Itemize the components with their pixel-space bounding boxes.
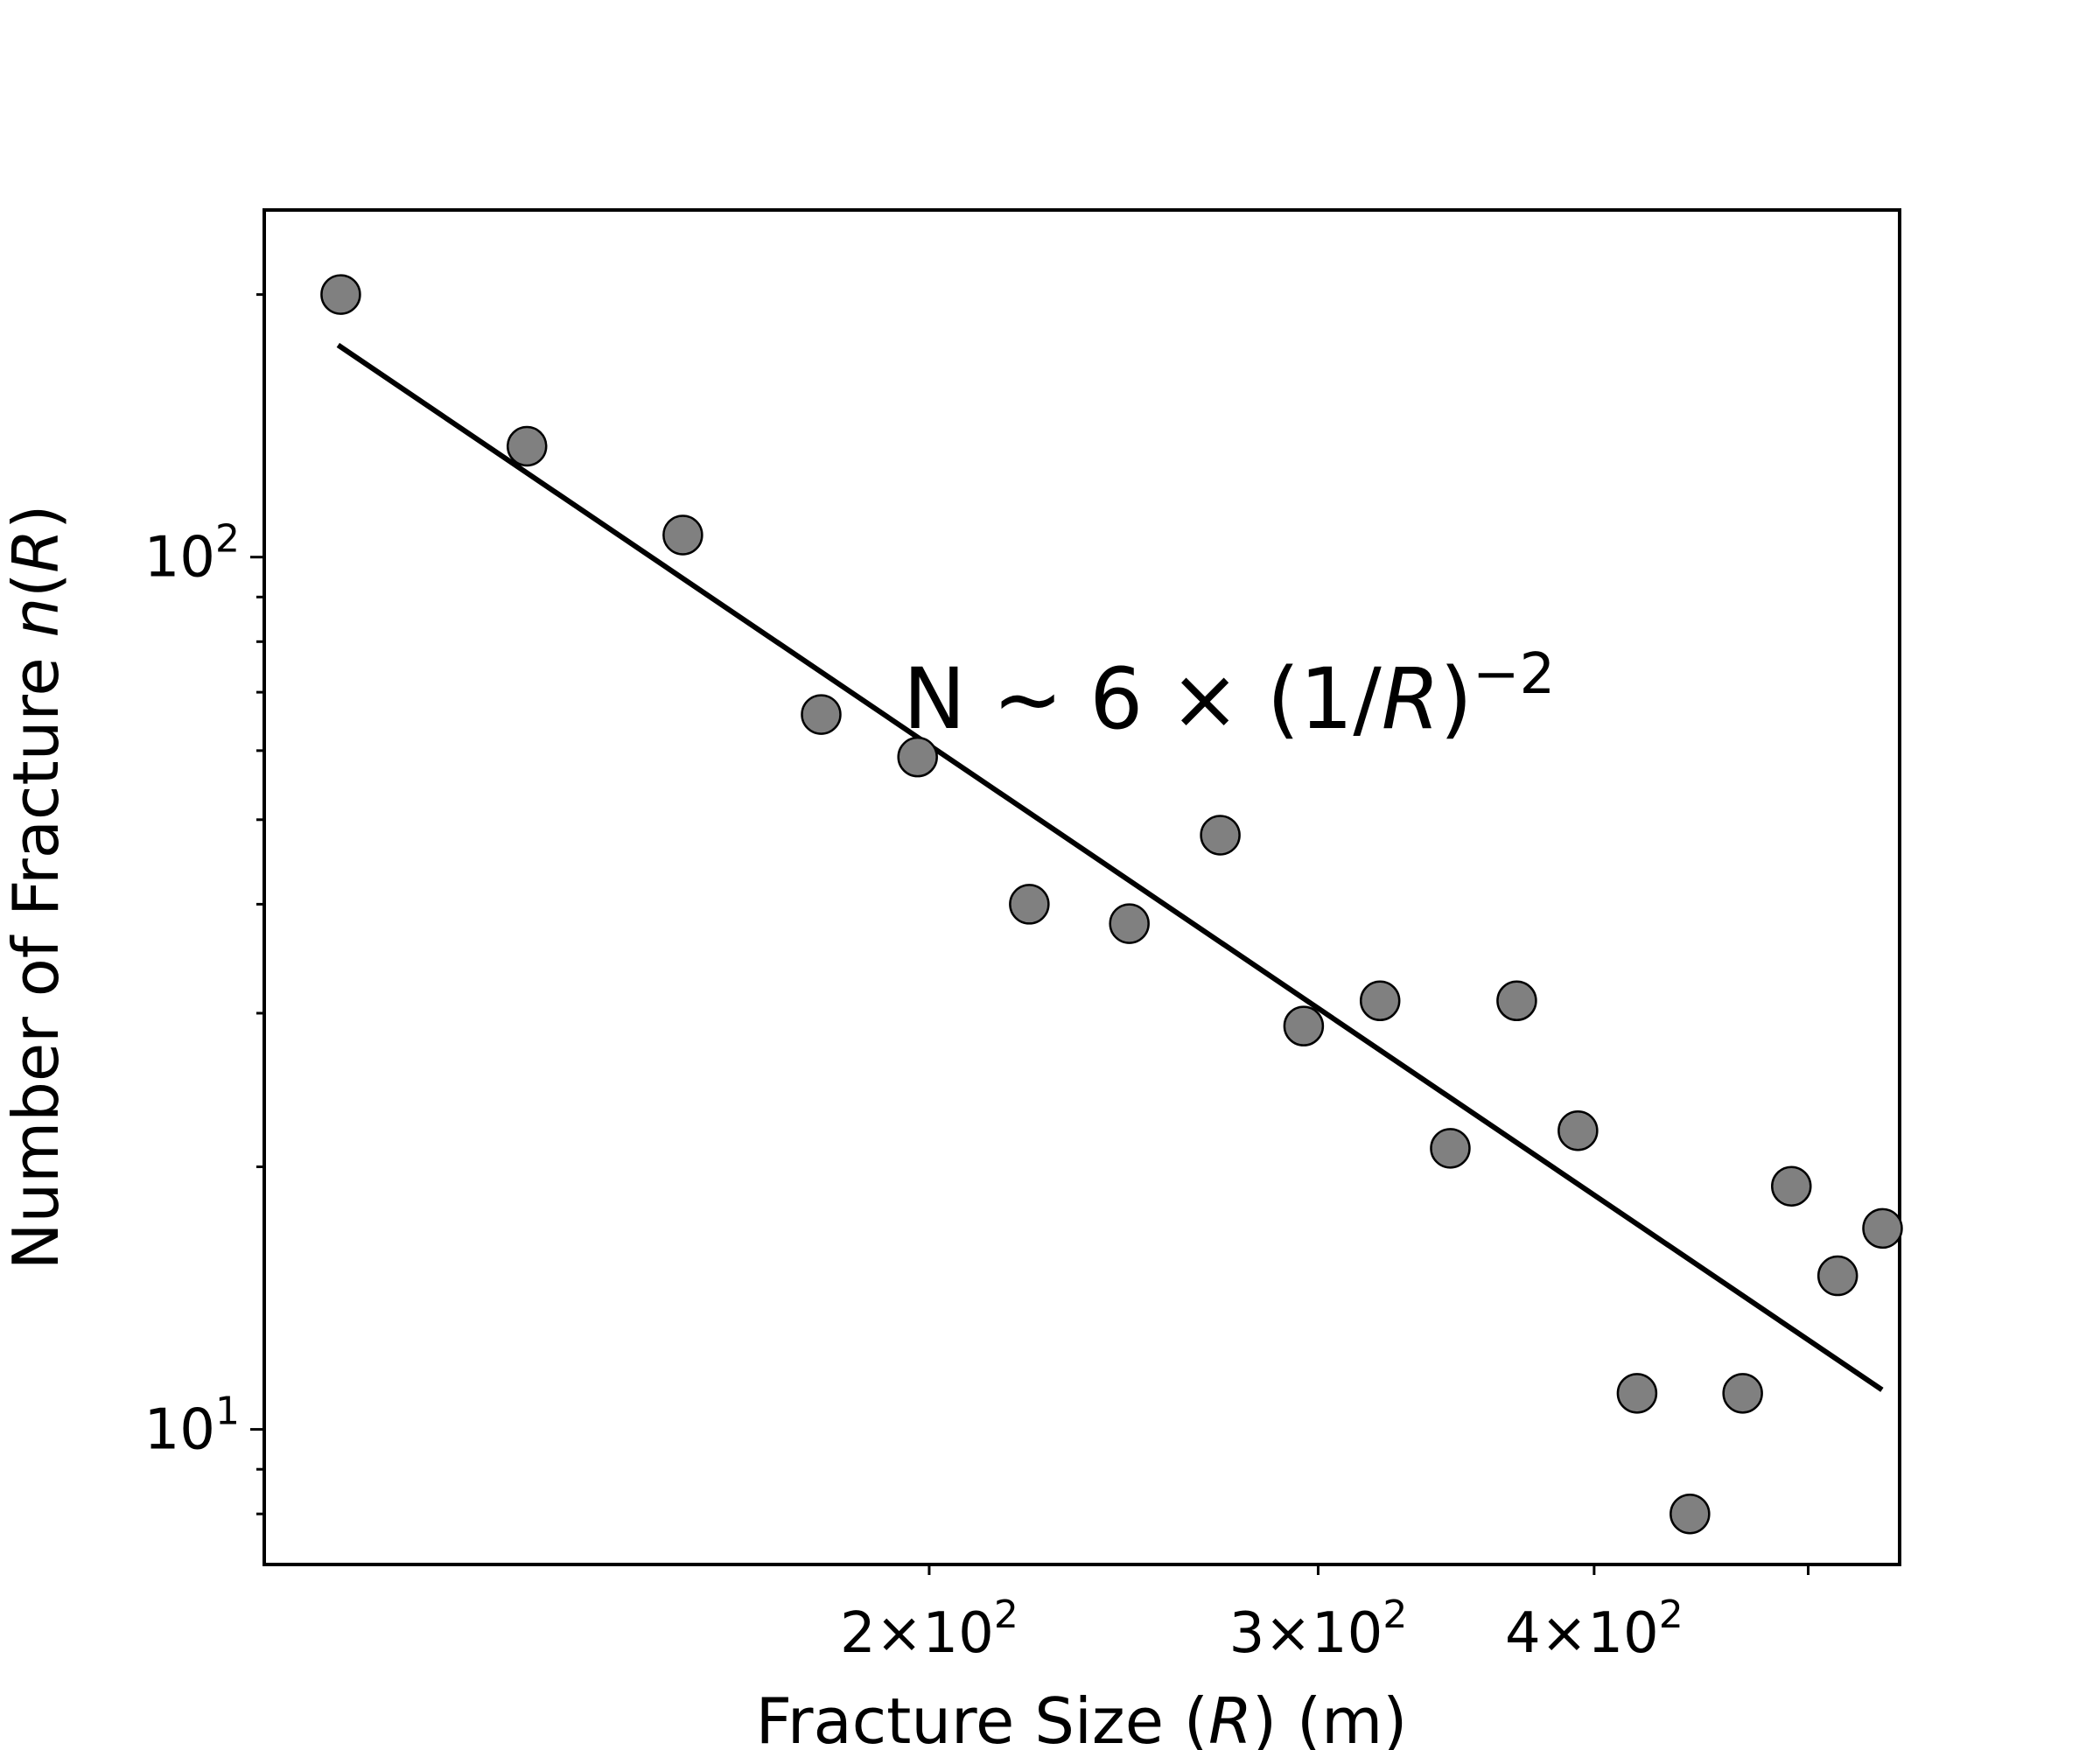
data-point (1862, 1208, 1903, 1250)
data-point (662, 514, 704, 556)
x-axis-title-italic: R (1208, 1684, 1252, 1750)
x-tick-label-exponent: 2 (994, 1592, 1018, 1637)
x-axis-title-pre: Fracture Size ( (756, 1684, 1208, 1750)
y-tick-label-exponent: 1 (215, 1390, 240, 1434)
x-axis-title: Fracture Size (R) (m) (756, 1684, 1408, 1750)
y-axis-title: Number of Fracture n(R) (0, 505, 73, 1270)
data-point (320, 274, 361, 315)
annotation-post: ) (1439, 650, 1472, 748)
y-tick-label-base: 10 (144, 1398, 215, 1463)
y-axis-title-post: ) (0, 505, 73, 529)
data-point (1558, 1110, 1599, 1152)
data-series (320, 274, 1903, 1535)
data-point (1109, 903, 1150, 944)
data-point (801, 694, 842, 735)
data-point (1359, 980, 1401, 1022)
x-tick-label: 4×102 (1505, 1592, 1684, 1666)
x-tick-label-base: ×10 (1264, 1601, 1382, 1666)
x-tick-label-exponent: 2 (1382, 1592, 1407, 1637)
y-axis-title-mid: ( (0, 573, 73, 598)
x-tick-label-mantissa: 2 (840, 1601, 876, 1666)
x-tick-label-mantissa: 4 (1505, 1601, 1541, 1666)
annotation-text: N ~ 6 × (1/R)−2 (903, 642, 1555, 748)
y-axis-title-italic2: R (0, 529, 73, 573)
data-point (1771, 1166, 1812, 1207)
plot-frame (262, 208, 1901, 1566)
y-tick-label-base: 10 (144, 526, 215, 591)
data-point (1430, 1128, 1471, 1169)
data-point (506, 425, 548, 467)
data-point (897, 736, 938, 778)
data-point (1616, 1373, 1658, 1414)
data-point (1496, 980, 1537, 1022)
annotation-exponent: −2 (1473, 642, 1555, 707)
data-point (1722, 1373, 1763, 1414)
y-tick-label-exponent: 2 (215, 517, 240, 562)
y-axis-title-italic1: n (0, 598, 73, 638)
x-axis-title-post: ) (m) (1252, 1684, 1407, 1750)
x-axis-ticks: 2×102 3×102 4×102 (840, 1564, 1810, 1666)
data-point (1200, 815, 1241, 856)
data-point (1009, 884, 1050, 925)
y-tick-label: 101 (144, 1390, 240, 1463)
fit-line (336, 342, 1884, 1392)
x-tick-label-base: ×10 (876, 1601, 994, 1666)
data-point (1670, 1493, 1711, 1535)
x-tick-label-mantissa: 3 (1229, 1601, 1265, 1666)
annotation-italic: R (1382, 650, 1440, 748)
x-tick-label-base: ×10 (1541, 1601, 1659, 1666)
annotation-pre: N ~ 6 × (1/ (903, 650, 1382, 748)
y-axis-title-pre: Number of Fracture (0, 637, 73, 1270)
data-point (1816, 1255, 1858, 1297)
data-point (1283, 1005, 1325, 1046)
y-tick-label: 102 (144, 517, 240, 591)
x-tick-label: 2×102 (840, 1592, 1018, 1666)
x-tick-label-exponent: 2 (1659, 1592, 1684, 1637)
x-tick-label: 3×102 (1229, 1592, 1408, 1666)
